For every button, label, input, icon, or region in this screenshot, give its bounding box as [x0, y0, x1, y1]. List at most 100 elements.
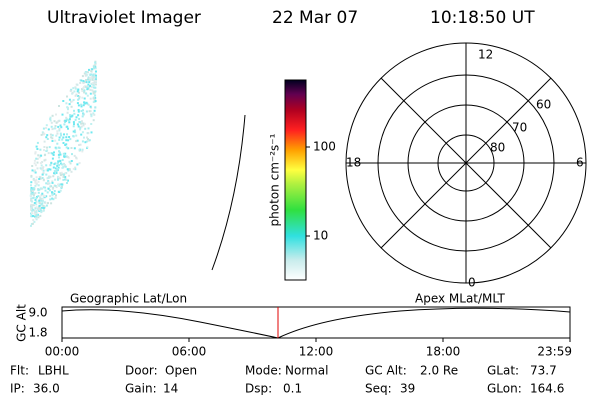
- speckle: [87, 127, 90, 130]
- speckle: [81, 148, 84, 151]
- speckle: [51, 188, 54, 190]
- speckle: [42, 169, 45, 172]
- speckle: [58, 150, 60, 153]
- speckle: [46, 134, 49, 137]
- speckle: [90, 75, 93, 78]
- speckle: [42, 204, 45, 207]
- speckle: [63, 123, 66, 126]
- speckle: [59, 153, 62, 156]
- speckle: [93, 81, 96, 84]
- speckle: [36, 148, 39, 150]
- speckle: [58, 129, 61, 132]
- status-value: 36.0: [33, 382, 60, 396]
- speckle: [93, 96, 96, 99]
- speckle: [92, 74, 95, 77]
- speckle: [83, 97, 86, 100]
- speckle: [69, 115, 72, 118]
- speckle: [74, 129, 76, 132]
- speckle: [47, 202, 49, 205]
- speckle: [73, 123, 75, 126]
- speckle: [72, 121, 75, 124]
- speckle: [38, 202, 41, 205]
- speckle: [62, 136, 65, 139]
- speckle: [54, 127, 57, 130]
- strip-x-tick-label: 06:00: [172, 345, 207, 359]
- speckle: [30, 188, 33, 191]
- speckle: [49, 195, 52, 198]
- speckle: [51, 192, 54, 195]
- speckle: [41, 173, 44, 176]
- speckle: [89, 88, 92, 91]
- lat-label: 60: [536, 98, 551, 112]
- speckle: [51, 152, 54, 155]
- status-value: LBHL: [38, 364, 69, 378]
- speckle: [80, 133, 83, 136]
- speckle: [50, 136, 53, 139]
- speckle: [49, 164, 52, 167]
- speckle: [87, 77, 90, 80]
- speckle: [52, 186, 55, 189]
- speckle: [72, 87, 75, 90]
- speckle: [41, 167, 44, 170]
- speckle: [57, 153, 60, 156]
- strip-x-tick-label: 23:59: [537, 345, 572, 359]
- speckle: [41, 202, 44, 205]
- speckle: [73, 112, 76, 115]
- speckle: [94, 106, 97, 109]
- speckle: [90, 70, 93, 73]
- speckle: [63, 173, 65, 176]
- colorbar-tick-label: 10: [313, 229, 328, 243]
- speckle: [58, 138, 61, 141]
- speckle: [49, 185, 52, 188]
- speckle: [86, 94, 89, 97]
- speckle: [42, 178, 45, 181]
- speckle: [75, 83, 78, 86]
- speckle: [72, 167, 75, 170]
- speckle: [89, 79, 91, 82]
- status-value: Open: [165, 364, 197, 378]
- speckle: [31, 222, 34, 225]
- speckle: [58, 146, 61, 149]
- speckle: [76, 90, 79, 93]
- speckle: [85, 79, 88, 81]
- speckle: [68, 136, 71, 138]
- speckle: [46, 182, 49, 185]
- speckle: [39, 196, 42, 199]
- speckle: [40, 209, 42, 212]
- speckle: [66, 125, 69, 128]
- status-value: 39: [400, 382, 415, 396]
- speckle: [34, 164, 37, 167]
- speckle: [51, 114, 54, 117]
- speckle: [65, 102, 68, 105]
- speckle: [81, 90, 84, 92]
- speckle: [86, 136, 88, 139]
- speckle: [30, 187, 33, 189]
- speckle: [76, 139, 79, 142]
- speckle: [56, 168, 58, 171]
- speckle: [65, 178, 68, 181]
- speckle: [68, 169, 71, 172]
- speckle: [83, 101, 86, 104]
- speckle: [68, 118, 71, 121]
- speckle: [45, 124, 48, 127]
- speckle: [84, 92, 87, 95]
- speckle: [93, 64, 96, 67]
- speckle: [86, 146, 89, 149]
- speckle: [83, 85, 86, 88]
- speckle: [34, 215, 36, 218]
- speckle: [67, 169, 70, 172]
- speckle: [55, 172, 58, 174]
- speckle: [55, 170, 58, 172]
- speckle: [48, 189, 51, 192]
- speckle: [58, 136, 61, 139]
- speckle: [54, 139, 57, 142]
- speckle: [93, 99, 96, 102]
- speckle: [30, 224, 32, 227]
- speckle: [89, 97, 92, 100]
- speckle: [71, 100, 74, 103]
- speckle: [79, 128, 82, 131]
- speckle: [77, 98, 80, 101]
- status-label: Gain:: [125, 382, 157, 396]
- speckle: [35, 197, 38, 200]
- speckle: [43, 133, 46, 135]
